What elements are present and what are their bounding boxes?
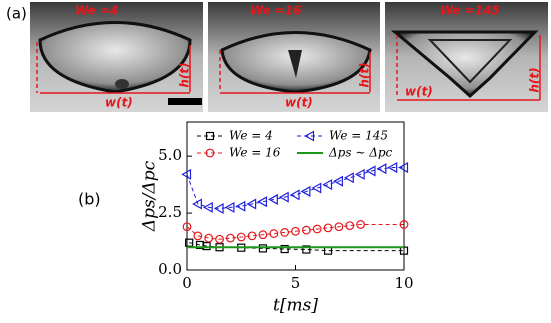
marker — [268, 193, 278, 205]
we-label: We =4 — [75, 4, 118, 18]
legend-label: We = 16 — [229, 146, 281, 160]
marker — [356, 220, 366, 229]
marker — [300, 185, 311, 197]
marker — [192, 198, 202, 210]
x-tick-label: 10 — [394, 274, 413, 292]
marker — [354, 168, 365, 180]
marker — [365, 165, 376, 177]
legend-label: We = 4 — [229, 129, 273, 143]
marker — [236, 232, 246, 242]
width-label: w(t) — [405, 85, 433, 99]
height-label: h(t) — [178, 62, 192, 87]
marker — [334, 222, 344, 232]
marker — [376, 163, 387, 175]
x-tick-label: 0 — [182, 274, 192, 292]
legend-marker — [205, 131, 215, 141]
we-label: We =145 — [440, 4, 500, 18]
marker — [213, 202, 224, 215]
height-label: h(t) — [358, 62, 372, 87]
marker — [323, 223, 333, 233]
width-label: w(t) — [105, 96, 133, 110]
marker — [278, 191, 289, 203]
legend-marker — [205, 148, 215, 158]
marker — [387, 162, 398, 174]
series-line — [186, 223, 404, 240]
marker — [258, 244, 268, 253]
we-label: We =16 — [250, 4, 302, 18]
marker — [181, 168, 192, 180]
y-axis-label: Δps/Δpc — [140, 160, 160, 232]
marker — [399, 220, 409, 229]
marker — [280, 228, 290, 237]
marker — [344, 172, 354, 184]
marker — [193, 231, 203, 241]
legend-marker — [304, 130, 315, 142]
marker — [204, 233, 214, 243]
marker — [291, 226, 300, 236]
photo — [30, 2, 203, 112]
y-tick-label: 2.5 — [158, 203, 182, 221]
legend-label: Δps ∼ Δpc — [328, 146, 393, 160]
panel-label: (a) — [6, 5, 27, 23]
marker — [312, 224, 322, 234]
legend-label: We = 145 — [329, 129, 388, 143]
marker — [311, 182, 322, 194]
marker — [246, 198, 257, 210]
marker — [302, 245, 311, 254]
height-label: h(t) — [528, 67, 542, 92]
marker — [258, 230, 268, 240]
y-tick-label: 5.0 — [158, 146, 182, 164]
x-tick-label: 5 — [291, 274, 301, 292]
marker — [235, 200, 246, 212]
marker — [225, 233, 235, 243]
marker — [202, 201, 213, 213]
marker — [280, 244, 289, 254]
marker — [215, 234, 224, 244]
photo — [385, 2, 548, 112]
marker — [289, 189, 300, 201]
marker — [345, 221, 355, 231]
photo — [208, 2, 380, 112]
marker — [182, 222, 192, 232]
marker — [269, 229, 279, 238]
marker — [224, 201, 235, 213]
marker — [247, 231, 257, 241]
marker — [185, 238, 194, 247]
marker — [398, 162, 409, 174]
marker — [202, 241, 211, 251]
marker — [322, 179, 333, 191]
marker — [301, 225, 311, 235]
marker — [333, 175, 343, 187]
panel-label: (b) — [78, 190, 101, 209]
width-label: w(t) — [285, 96, 313, 110]
marker — [257, 196, 268, 208]
x-axis-label: t[ms] — [273, 296, 318, 316]
y-tick-label: 0.0 — [158, 260, 182, 278]
